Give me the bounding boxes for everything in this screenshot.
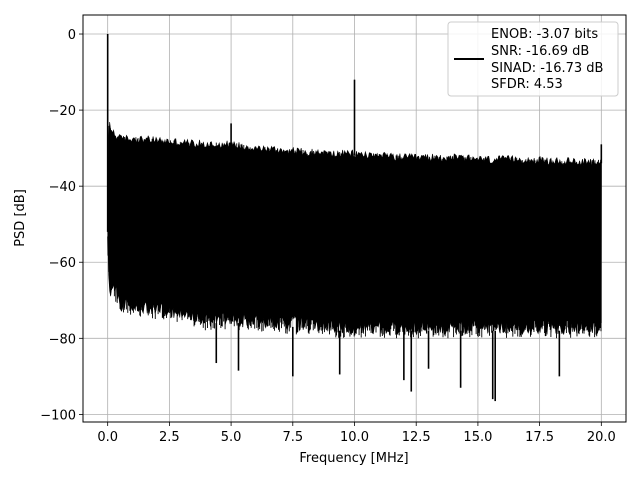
legend-line-sfdr: SFDR: 4.53	[491, 77, 563, 92]
y-tick-label: −60	[49, 256, 76, 271]
x-tick-label: 15.0	[463, 430, 492, 445]
y-tick-label: 0	[68, 28, 76, 43]
x-tick-label: 20.0	[587, 430, 616, 445]
y-axis-label: PSD [dB]	[13, 189, 28, 247]
legend: ENOB: -3.07 bits SNR: -16.69 dB SINAD: -…	[447, 21, 619, 97]
legend-line-snr: SNR: -16.69 dB	[491, 44, 589, 59]
y-tick-label: −40	[49, 180, 76, 195]
y-tick-label: −80	[49, 332, 76, 347]
x-tick-label: 7.5	[282, 430, 303, 445]
legend-line-enob: ENOB: -3.07 bits	[491, 27, 598, 42]
legend-box	[447, 21, 619, 97]
legend-line-sinad: SINAD: -16.73 dB	[491, 61, 603, 76]
psd-series-trace	[107, 125, 602, 339]
x-tick-label: 17.5	[525, 430, 554, 445]
x-tick-label: 2.5	[159, 430, 180, 445]
x-tick-label: 5.0	[221, 430, 242, 445]
tick-layer: 0.0 2.5 5.0 7.5 10.0 12.5 15.0 17.5 20.0 0 −20 −40 −…	[40, 28, 616, 445]
x-tick-label: 10.0	[340, 430, 369, 445]
y-tick-label: −20	[49, 104, 76, 119]
x-axis-label: Frequency [MHz]	[299, 451, 408, 466]
series-layer	[106, 34, 603, 402]
x-tick-label: 0.0	[97, 430, 118, 445]
x-tick-label: 12.5	[402, 430, 431, 445]
y-tick-label: −100	[40, 408, 76, 423]
